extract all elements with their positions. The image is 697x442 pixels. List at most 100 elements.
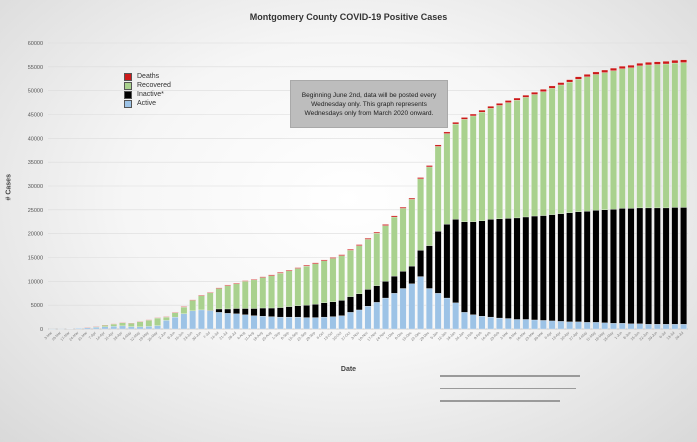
bar-segment-active bbox=[513, 319, 521, 330]
bar-segment-recovered bbox=[206, 292, 214, 311]
bar-segment-recovered bbox=[241, 281, 249, 309]
x-tick-label: 4-Aug bbox=[236, 331, 246, 341]
bar-segment-recovered bbox=[452, 123, 459, 220]
bar-segment-recovered bbox=[355, 245, 363, 294]
bar-segment-active bbox=[355, 309, 363, 330]
x-tick-label: 15-Dec bbox=[402, 331, 413, 342]
x-tick-label: 22-Dec bbox=[410, 331, 421, 342]
bar-segment-inactive bbox=[478, 220, 486, 317]
y-tick-label: 40000 bbox=[28, 136, 43, 142]
bar-segment-recovered bbox=[487, 108, 495, 220]
bar-segment-active bbox=[408, 283, 416, 330]
x-tick-label: 25-May bbox=[603, 331, 614, 342]
y-tick-label: 45000 bbox=[28, 113, 43, 119]
bar-segment-active bbox=[294, 316, 302, 330]
x-tick-label: 10-Nov bbox=[358, 331, 369, 342]
footnotes bbox=[440, 370, 580, 402]
bar-segment-recovered bbox=[347, 250, 354, 297]
bar-segment-active bbox=[206, 310, 214, 330]
bar-segment-inactive bbox=[662, 207, 670, 325]
bar-segment-active bbox=[469, 314, 477, 330]
bar-segment-inactive bbox=[610, 209, 617, 324]
bar-segment-deaths bbox=[513, 97, 521, 101]
bar-segment-active bbox=[671, 324, 679, 330]
bar-segment-active bbox=[110, 326, 118, 330]
bar-segment-inactive bbox=[285, 306, 293, 318]
x-tick-label: 28-Jul bbox=[227, 331, 237, 341]
bar-segment-recovered bbox=[469, 115, 477, 222]
bar-segment-inactive bbox=[408, 265, 416, 284]
x-tick-label: 27-Apr bbox=[569, 330, 580, 341]
bar-segment-active bbox=[391, 293, 398, 330]
bar-segment-deaths bbox=[645, 62, 652, 66]
bar-segment-active bbox=[320, 316, 328, 330]
bar-segment-recovered bbox=[531, 94, 538, 217]
bar-segment-deaths bbox=[338, 254, 345, 256]
bar-segment-deaths bbox=[382, 224, 389, 226]
y-tick-label: 25000 bbox=[28, 208, 43, 214]
bar-segment-active bbox=[636, 323, 644, 330]
legend-swatch-active bbox=[124, 99, 132, 108]
bar-segment-recovered bbox=[277, 273, 284, 308]
x-tick-label: 5-May bbox=[122, 331, 132, 341]
x-tick-label: 20-Oct bbox=[332, 331, 342, 341]
x-tick-label: 2-Mar bbox=[500, 330, 510, 340]
x-tick-label: 24-Nov bbox=[375, 331, 386, 342]
x-tick-label: 9-Mar bbox=[508, 330, 518, 340]
bar-segment-inactive bbox=[294, 305, 302, 318]
bar-segment-deaths bbox=[469, 113, 477, 117]
x-tick-label: 6-Oct bbox=[316, 331, 325, 340]
bar-segment-inactive bbox=[434, 231, 442, 294]
bar-segment-inactive bbox=[592, 210, 600, 323]
x-tick-label: 23-Jun bbox=[183, 331, 194, 342]
bar-segment-recovered bbox=[522, 97, 530, 218]
bar-segment-deaths bbox=[540, 89, 547, 92]
bar-segment-deaths bbox=[443, 131, 451, 134]
bar-segment-active bbox=[417, 276, 424, 330]
bar-segment-deaths bbox=[259, 276, 267, 278]
bar-segment-deaths bbox=[373, 231, 381, 234]
bar-segment-recovered bbox=[548, 88, 556, 215]
bar-segment-deaths bbox=[241, 280, 249, 282]
bar-segment-deaths bbox=[478, 110, 486, 113]
bar-segment-deaths bbox=[548, 85, 556, 89]
bar-segment-recovered bbox=[671, 62, 679, 208]
bar-segment-deaths bbox=[268, 274, 275, 276]
x-tick-label: 22-Jun bbox=[639, 331, 650, 342]
bar-segment-recovered bbox=[285, 270, 293, 307]
x-tick-label: 1-Sep bbox=[271, 331, 281, 341]
bar-segment-active bbox=[224, 313, 232, 330]
bar-segment-deaths bbox=[662, 61, 670, 65]
x-tick-label: 26-Jan bbox=[455, 331, 466, 342]
bar-segment-active bbox=[233, 313, 240, 330]
bar-segment-recovered bbox=[504, 102, 512, 219]
bar-segment-deaths bbox=[461, 117, 468, 120]
bar-segment-inactive bbox=[320, 302, 328, 318]
bar-segment-recovered bbox=[636, 65, 644, 209]
chart-title: Montgomery County COVID-19 Positive Case… bbox=[249, 12, 448, 22]
x-tick-label: 7-Apr bbox=[88, 330, 98, 340]
x-tick-label: 15-Sep bbox=[288, 331, 299, 342]
bar-segment-recovered bbox=[417, 178, 424, 251]
bar-segment-recovered bbox=[180, 306, 188, 314]
bar-segment-inactive bbox=[373, 285, 381, 303]
bar-segment-inactive bbox=[636, 207, 644, 324]
bar-segment-inactive bbox=[443, 224, 451, 299]
x-tick-label: 29-Jun bbox=[647, 331, 658, 342]
bar-segment-recovered bbox=[618, 68, 626, 209]
x-tick-label: 7-Jul bbox=[203, 331, 211, 339]
bar-segment-active bbox=[662, 324, 670, 330]
x-tick-label: 16-Jun bbox=[174, 331, 185, 342]
bar-segment-active bbox=[426, 288, 433, 330]
x-tick-label: 25-Aug bbox=[261, 331, 272, 342]
bar-segment-recovered bbox=[399, 208, 407, 272]
bar-segment-active bbox=[592, 322, 600, 330]
x-tick-label: 24-Mar bbox=[69, 330, 80, 341]
legend-label-deaths: Deaths bbox=[137, 73, 160, 80]
bar-segment-deaths bbox=[391, 215, 398, 218]
bar-segment-inactive bbox=[426, 245, 433, 289]
x-tick-label: 31-Mar bbox=[77, 330, 88, 341]
bar-segment-active bbox=[128, 326, 135, 330]
bar-segment-deaths bbox=[618, 66, 626, 69]
